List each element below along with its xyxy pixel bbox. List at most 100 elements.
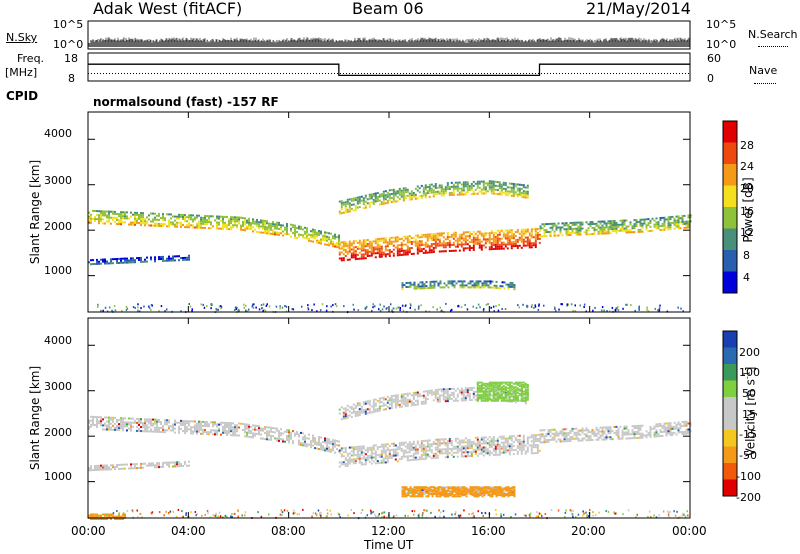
data-cell [458,443,461,446]
data-cell [250,224,252,227]
data-cell [252,424,254,427]
data-cell [166,308,168,311]
data-cell [112,258,114,261]
data-cell [270,428,272,431]
data-cell [587,227,590,230]
data-cell [90,465,92,468]
data-cell [110,222,112,225]
data-cell [138,216,140,218]
data-cell [372,448,375,451]
data-cell [382,404,385,407]
data-cell [442,394,445,397]
data-cell [403,487,406,490]
data-cell [362,257,365,260]
data-cell [274,437,276,440]
data-cell [559,230,562,233]
data-cell [409,306,411,309]
data-cell [467,492,470,495]
data-cell [250,228,252,231]
data-cell [466,181,469,184]
data-cell [619,219,622,222]
data-cell [504,308,507,310]
data-cell [406,190,409,193]
data-cell [436,440,439,443]
data-cell [472,305,474,308]
data-cell [438,394,441,397]
data-cell [633,425,636,428]
data-cell [456,243,459,246]
data-cell [508,182,511,185]
data-cell [376,446,379,449]
data-cell [324,439,326,442]
data-cell [368,399,371,402]
data-cell [494,451,497,454]
data-cell [470,453,473,455]
data-cell [565,232,568,235]
data-cell [407,488,410,491]
data-cell [456,449,459,452]
data-cell [398,442,401,445]
data-cell [506,186,509,189]
data-cell [96,464,98,467]
data-cell [96,424,98,427]
data-cell [667,424,670,427]
data-cell [464,235,467,238]
data-cell [500,441,503,444]
data-cell [134,223,136,226]
data-cell [352,254,355,257]
data-cell [429,493,432,495]
data-cell [638,305,640,308]
data-cell [168,461,170,464]
data-cell [463,486,466,489]
data-cell [434,246,437,249]
data-cell [409,283,412,286]
data-cell [461,493,464,495]
data-cell [364,412,367,415]
data-cell [501,285,504,288]
data-cell [509,281,512,284]
data-cell [450,393,453,396]
data-cell [120,467,122,470]
data-cell [575,229,578,232]
data-cell [675,221,678,224]
data-cell [372,248,375,251]
data-cell [498,243,501,246]
data-cell [434,393,437,395]
data-cell [446,394,449,397]
data-cell [386,201,389,204]
data-cell [300,227,302,230]
data-cell [454,245,457,248]
data-cell [659,429,662,431]
data-cell [250,226,252,229]
data-cell [328,242,330,245]
data-cell [428,237,431,240]
data-cell [118,223,120,226]
data-cell [492,242,495,244]
data-cell [506,192,509,195]
data-cell [453,280,456,283]
data-cell [677,221,680,224]
data-cell [324,449,326,452]
data-cell [424,245,427,248]
data-cell [412,394,415,396]
data-cell [463,490,466,493]
data-cell [160,223,162,225]
data-cell [464,243,467,246]
data-cell [460,241,463,244]
data-cell [416,234,419,237]
data-cell [206,219,208,222]
data-cell [352,458,355,461]
data-cell [324,243,326,246]
data-cell [108,428,110,431]
data-cell [536,434,539,436]
data-cell [482,182,485,185]
data-cell [96,466,98,469]
data-cell [352,256,355,259]
data-cell [250,432,252,435]
data-cell [276,439,278,442]
data-cell [641,424,644,427]
data-cell [451,308,453,311]
data-cell [388,195,391,198]
data-cell [461,490,464,493]
data-cell [402,235,405,238]
